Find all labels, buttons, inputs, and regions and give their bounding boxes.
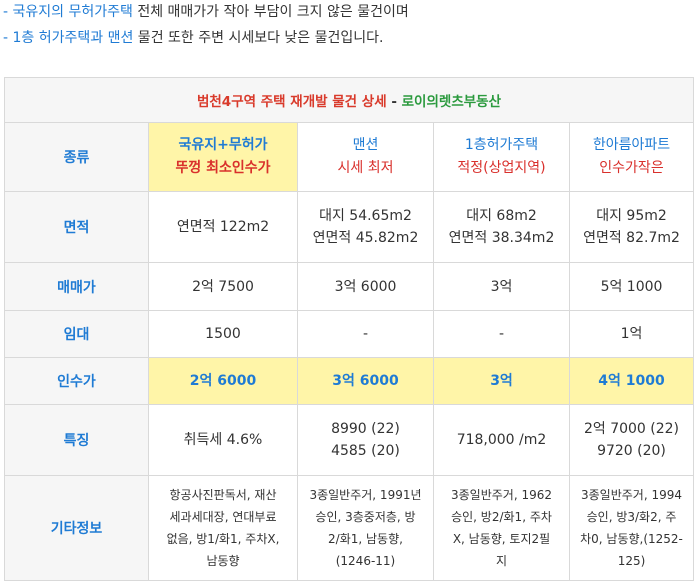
table-row-price: 매매가 2억 7500 3억 6000 3억 5억 1000 [4,262,694,311]
price-cell-4: 5억 1000 [569,262,694,311]
price-cell-3: 3억 [433,262,570,311]
lease-cell-2: - [297,310,434,358]
etc-cell-4: 3종일반주거, 1994 승인, 방3/화2, 주 차0, 남동향,(1252- 12… [569,475,694,581]
takeover-cell-1: 2억 6000 [148,357,298,405]
row-label-takeover: 인수가 [4,357,149,405]
row-label-feature: 특징 [4,404,149,476]
takeover-cell-3: 3억 [433,357,570,405]
column-header-1: 국유지+무허가 뚜껑 최소인수가 [148,122,298,192]
area-cell-2: 대지 54.65m2 연면적 45.82m2 [297,191,434,263]
lease-cell-3: - [433,310,570,358]
etc-cell-3: 3종일반주거, 1962 승인, 방2/화1, 주차 X, 남동향, 토지2필 지 [433,475,570,581]
table-row-lease: 임대 1500 - - 1억 [4,310,694,358]
property-table: 범천4구역 주택 재개발 물건 상세 - 로이의렛츠부동산 종류 국유지+무허가… [4,77,694,581]
row-label-kind: 종류 [4,122,149,192]
table-row-takeover: 인수가 2억 6000 3억 6000 3억 4억 1000 [4,357,694,405]
takeover-cell-2: 3억 6000 [297,357,434,405]
lease-cell-1: 1500 [148,310,298,358]
row-label-etc: 기타정보 [4,475,149,581]
intro-line-2: - 1층 허가주택과 맨션 물건 또한 주변 시세보다 낮은 물건입니다. [3,30,384,46]
table-row-feature: 특징 취득세 4.6% 8990 (22) 4585 (20) 718,000 /… [4,404,694,476]
column-header-2: 맨션 시세 최저 [297,122,434,192]
column-header-4: 한아름아파트 인수가작은 [569,122,694,192]
lease-cell-4: 1억 [569,310,694,358]
row-label-area: 면적 [4,191,149,263]
price-cell-2: 3억 6000 [297,262,434,311]
feature-cell-3: 718,000 /m2 [433,404,570,476]
takeover-cell-4: 4억 1000 [569,357,694,405]
column-header-3: 1층허가주택 적정(상업지역) [433,122,570,192]
row-label-lease: 임대 [4,310,149,358]
area-cell-4: 대지 95m2 연면적 82.7m2 [569,191,694,263]
table-title: 범천4구역 주택 재개발 물건 상세 - 로이의렛츠부동산 [4,77,694,123]
table-row-area: 면적 연면적 122m2 대지 54.65m2 연면적 45.82m2 대지 68… [4,191,694,263]
table-row-etc: 기타정보 항공사진판독서, 재산 세과세대장, 연대부료 없음, 방1/화1, 주차… [4,475,694,581]
price-cell-1: 2억 7500 [148,262,298,311]
feature-cell-4: 2억 7000 (22) 9720 (20) [569,404,694,476]
row-label-price: 매매가 [4,262,149,311]
etc-cell-2: 3종일반주거, 1991년 승인, 3층중저층, 방 2/화1, 남동향, (1246… [297,475,434,581]
area-cell-1: 연면적 122m2 [148,191,298,263]
area-cell-3: 대지 68m2 연면적 38.34m2 [433,191,570,263]
feature-cell-1: 취득세 4.6% [148,404,298,476]
intro-text: - 국유지의 무허가주택 전체 매매가가 작아 부담이 크지 않은 물건이며 -… [3,0,693,52]
etc-cell-1: 항공사진판독서, 재산 세과세대장, 연대부료 없음, 방1/화1, 주차X, 남동향 [148,475,298,581]
table-row-kind: 종류 국유지+무허가 뚜껑 최소인수가 맨션 시세 최저 1층허가주택 적정(상업지역… [4,122,694,192]
feature-cell-2: 8990 (22) 4585 (20) [297,404,434,476]
intro-line-1: - 국유지의 무허가주택 전체 매매가가 작아 부담이 크지 않은 물건이며 [3,4,409,20]
